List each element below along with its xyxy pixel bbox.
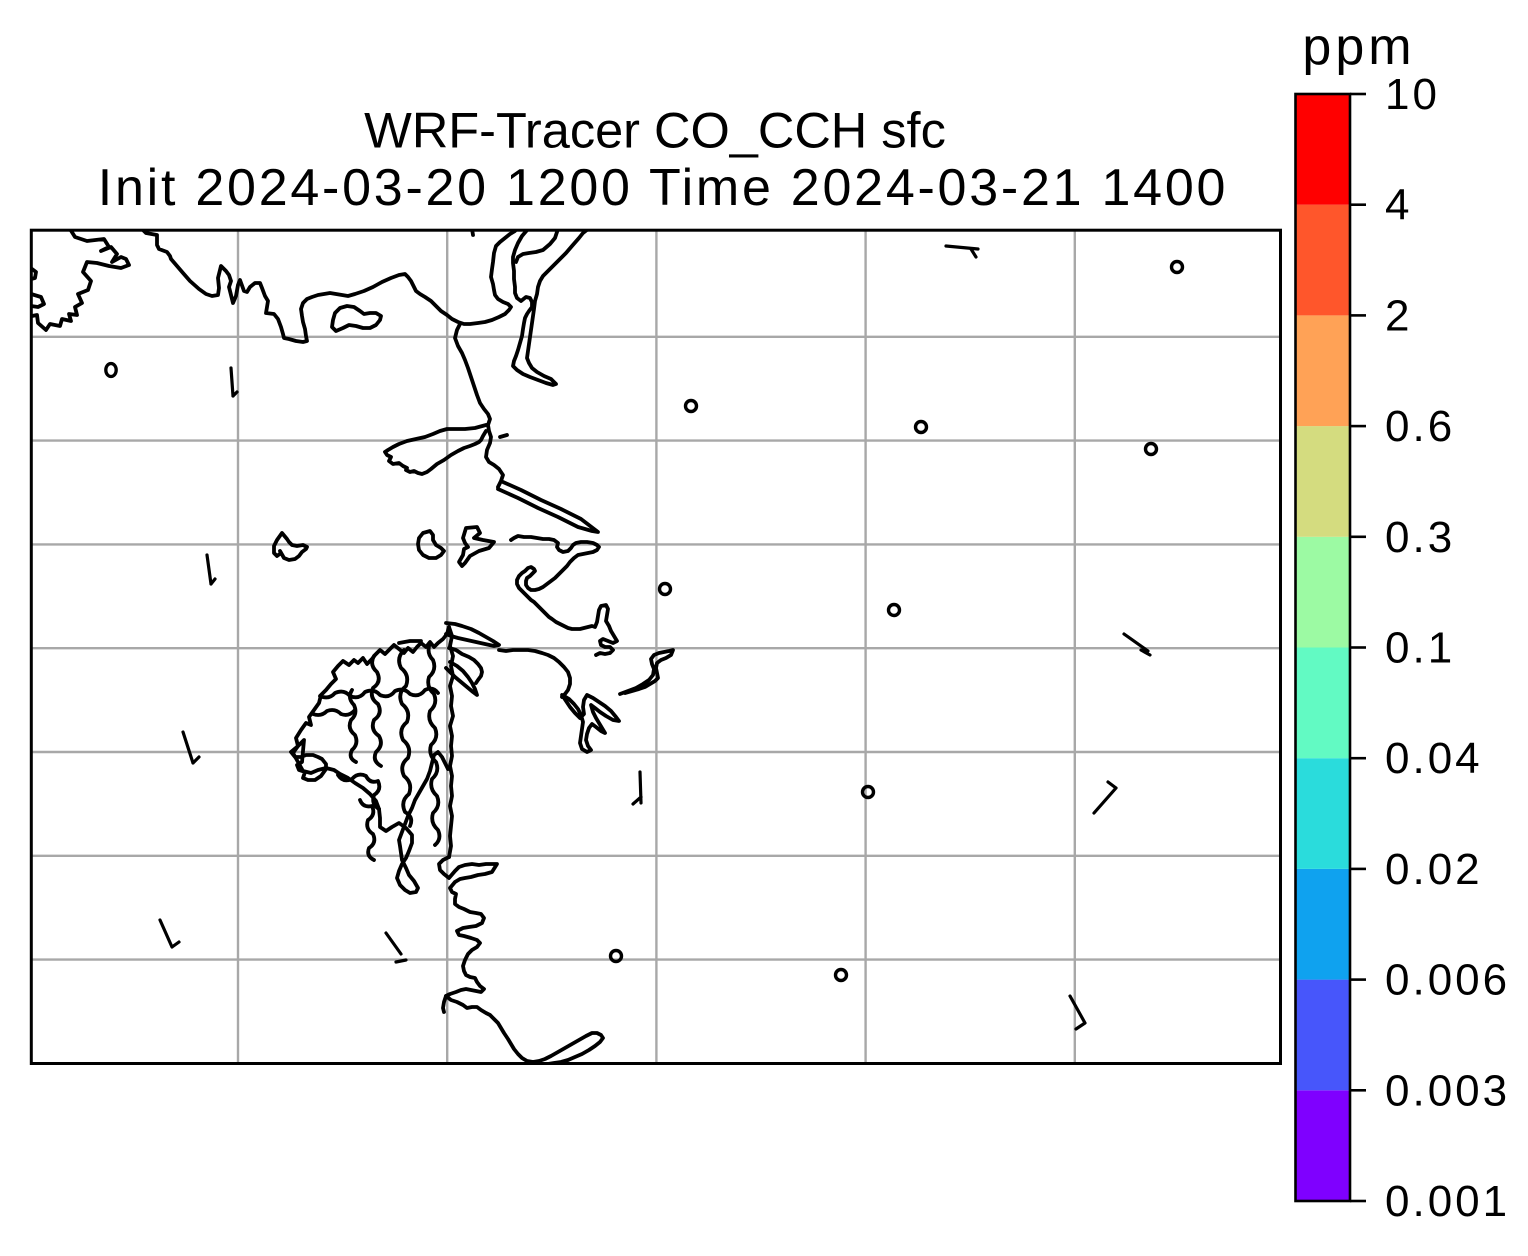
svg-text:4: 4 bbox=[1385, 181, 1412, 230]
svg-text:0.1: 0.1 bbox=[1385, 624, 1455, 673]
svg-text:0.006: 0.006 bbox=[1385, 956, 1510, 1005]
svg-text:Init 2024-03-20 1200 Time 2024: Init 2024-03-20 1200 Time 2024-03-21 140… bbox=[98, 159, 1228, 217]
svg-text:2: 2 bbox=[1385, 291, 1412, 340]
svg-text:0.6: 0.6 bbox=[1385, 402, 1455, 451]
svg-text:0.04: 0.04 bbox=[1385, 734, 1483, 783]
svg-text:ppm: ppm bbox=[1302, 18, 1415, 76]
svg-text:WRF-Tracer CO_CCH sfc: WRF-Tracer CO_CCH sfc bbox=[364, 102, 946, 159]
svg-text:0.003: 0.003 bbox=[1385, 1066, 1510, 1115]
svg-text:0.02: 0.02 bbox=[1385, 845, 1483, 894]
svg-text:0.001: 0.001 bbox=[1385, 1177, 1510, 1226]
svg-text:10: 10 bbox=[1385, 70, 1440, 119]
svg-text:0.3: 0.3 bbox=[1385, 513, 1455, 562]
